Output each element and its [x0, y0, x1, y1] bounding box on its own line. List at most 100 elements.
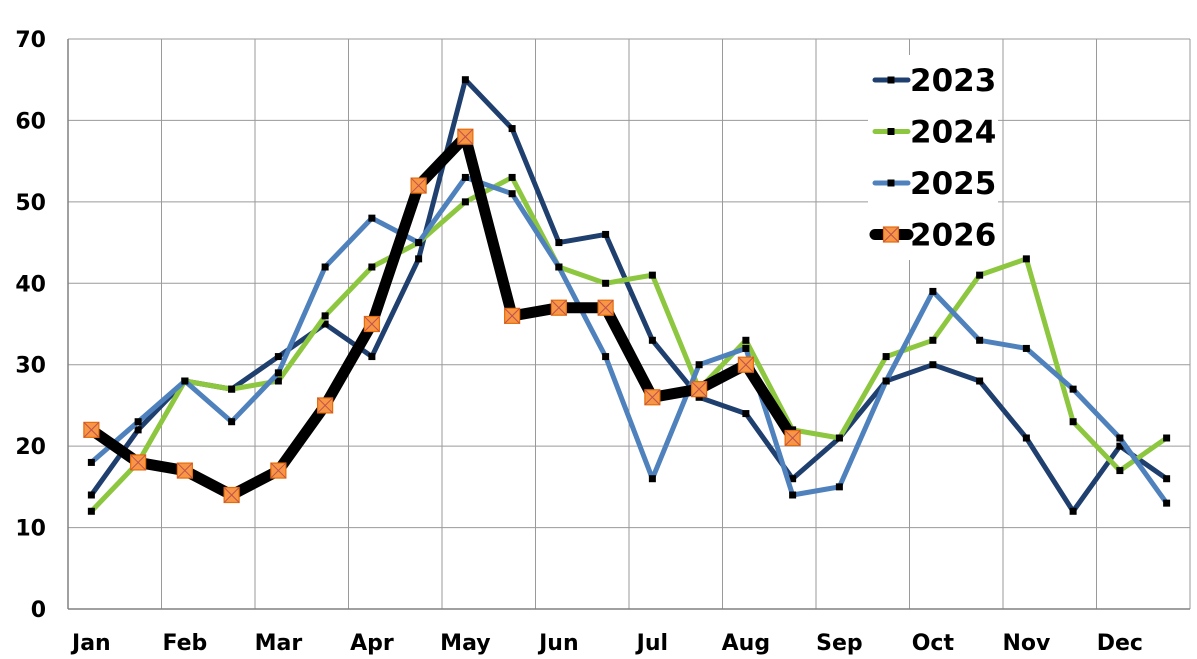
- x-axis-ticks: Jan Feb Mar Apr May Jun Jul Aug Sep Oct Nov Dec: [70, 631, 1143, 656]
- data-point: [1069, 385, 1077, 393]
- data-point: [415, 239, 423, 247]
- data-point: [835, 483, 843, 491]
- x-tick-label: Feb: [162, 631, 207, 656]
- data-point: [784, 429, 801, 447]
- x-tick-label: Oct: [912, 631, 955, 656]
- data-point: [742, 410, 750, 418]
- data-point: [228, 418, 236, 426]
- data-point: [415, 255, 423, 263]
- legend-item-2025: 2025: [872, 166, 996, 202]
- y-axis-ticks: 0 10 20 30 40 50 60 70: [15, 28, 46, 623]
- data-point: [1116, 434, 1124, 442]
- legend-label: 2023: [910, 63, 996, 99]
- data-point: [508, 190, 516, 198]
- x-tick-label: Aug: [722, 631, 770, 656]
- data-point: [176, 462, 193, 479]
- data-point: [181, 377, 189, 385]
- data-point: [602, 279, 610, 287]
- data-point: [363, 315, 380, 333]
- legend: 2023 2024 2025 2026: [868, 55, 998, 260]
- data-point: [976, 336, 984, 344]
- data-point: [789, 491, 797, 499]
- data-point: [274, 353, 282, 361]
- legend-marker: [887, 76, 895, 84]
- x-tick-label: Jul: [635, 631, 668, 656]
- data-point: [691, 381, 708, 398]
- x-tick-label: Jun: [537, 631, 579, 656]
- data-point: [1069, 418, 1077, 426]
- data-point: [882, 377, 890, 385]
- data-point: [321, 312, 329, 320]
- data-point: [695, 393, 703, 401]
- data-point: [644, 389, 661, 406]
- data-point: [321, 320, 329, 328]
- x-tick-label: Nov: [1002, 631, 1051, 656]
- data-point: [368, 263, 376, 271]
- data-point: [134, 418, 142, 426]
- data-point: [321, 263, 329, 271]
- data-point: [737, 356, 754, 373]
- x-tick-label: Mar: [255, 631, 303, 656]
- data-point: [461, 198, 469, 206]
- legend-item-2024: 2024: [872, 115, 996, 151]
- x-tick-label: Sep: [816, 631, 863, 656]
- data-point: [555, 239, 563, 247]
- data-point: [87, 491, 95, 499]
- data-point: [648, 271, 656, 279]
- x-tick-label: Dec: [1097, 631, 1143, 656]
- data-point: [1022, 344, 1030, 352]
- legend-label: 2025: [910, 166, 996, 202]
- data-point: [929, 287, 937, 295]
- data-point: [87, 507, 95, 515]
- data-point: [1163, 475, 1171, 483]
- y-tick-label: 40: [15, 272, 46, 297]
- series-line: [85, 131, 799, 501]
- legend-marker: [887, 128, 895, 135]
- data-point: [550, 299, 567, 316]
- legend-item-2023: 2023: [872, 63, 996, 99]
- y-tick-label: 30: [15, 354, 46, 379]
- data-point: [742, 344, 750, 352]
- series-2026: [83, 128, 801, 504]
- data-point: [368, 214, 376, 222]
- data-point: [317, 397, 334, 414]
- data-point: [457, 128, 474, 145]
- data-point: [602, 353, 610, 361]
- data-point: [368, 353, 376, 361]
- data-point: [1116, 467, 1124, 475]
- x-tick-label: Jan: [70, 631, 111, 656]
- data-point: [83, 421, 100, 438]
- data-point: [929, 336, 937, 344]
- data-point: [1163, 434, 1171, 442]
- y-tick-label: 0: [31, 598, 46, 623]
- x-tick-label: Apr: [350, 631, 394, 656]
- data-point: [228, 385, 236, 393]
- data-point: [648, 475, 656, 483]
- data-point: [929, 361, 937, 369]
- data-point: [1116, 442, 1124, 450]
- data-point: [1069, 507, 1077, 515]
- y-tick-label: 10: [15, 517, 46, 542]
- data-point: [508, 173, 516, 181]
- data-point: [504, 307, 521, 324]
- data-point: [461, 76, 469, 84]
- data-point: [274, 369, 282, 377]
- data-point: [508, 125, 516, 133]
- legend-item-2026: 2026: [869, 218, 996, 254]
- data-point: [976, 377, 984, 385]
- data-point: [648, 336, 656, 344]
- data-point: [695, 361, 703, 369]
- legend-marker: [887, 179, 895, 187]
- data-point: [789, 475, 797, 483]
- legend-label: 2026: [910, 218, 996, 254]
- data-point: [1022, 434, 1030, 442]
- axes: [67, 39, 1190, 610]
- data-point: [461, 173, 469, 181]
- data-point: [602, 230, 610, 238]
- data-point: [134, 426, 142, 434]
- legend-marker: [882, 226, 900, 243]
- data-point: [742, 336, 750, 344]
- data-point: [555, 263, 563, 271]
- data-point: [976, 271, 984, 279]
- data-point: [1022, 255, 1030, 263]
